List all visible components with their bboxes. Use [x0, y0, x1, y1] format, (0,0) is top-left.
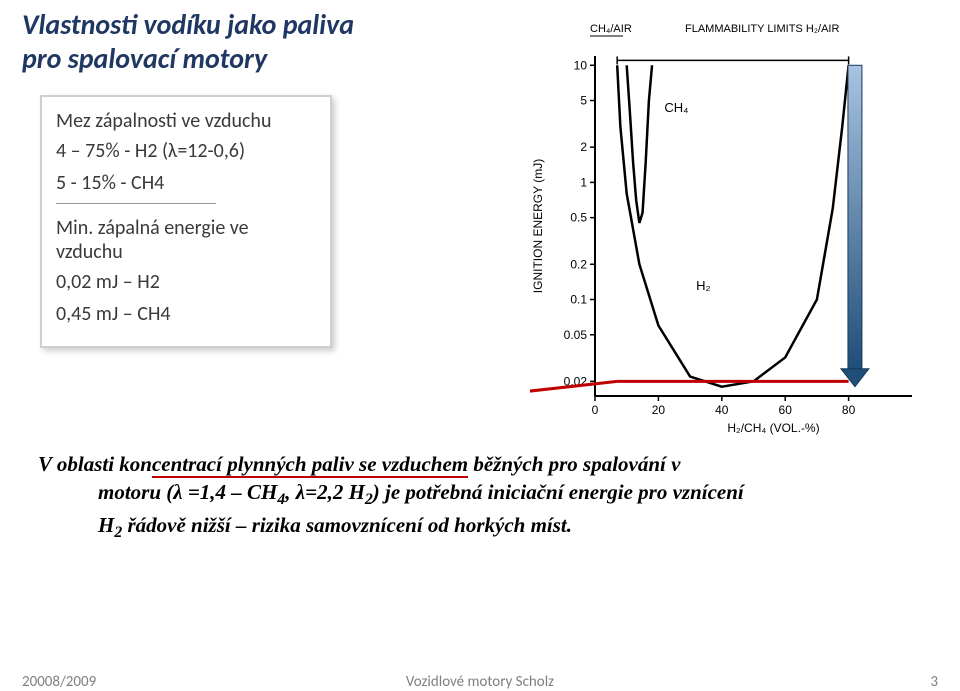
footer-right: 3: [930, 673, 938, 691]
svg-text:CH₄: CH₄: [664, 100, 688, 115]
ignition-energy-chart: 0.020.050.10.20.512510020406080IGNITION …: [530, 18, 930, 438]
svg-text:0.05: 0.05: [564, 328, 588, 342]
chart-svg: 0.020.050.10.20.512510020406080IGNITION …: [530, 18, 930, 438]
box-heading-1: Mez zápalnosti ve vzduchu: [56, 109, 316, 133]
caption-text: V oblasti koncentrací plynných paliv se …: [38, 450, 918, 543]
svg-text:IGNITION ENERGY (mJ): IGNITION ENERGY (mJ): [531, 159, 545, 293]
page-title: Vlastnosti vodíku jako paliva pro spalov…: [22, 8, 354, 75]
footer-center: Vozidlové motory Scholz: [22, 673, 938, 691]
svg-text:20: 20: [652, 403, 666, 417]
caption-part-1: V oblasti koncentrací plynných paliv se …: [38, 452, 680, 478]
box-line-3: 0,02 mJ – H2: [56, 270, 316, 294]
svg-text:0: 0: [592, 403, 599, 417]
svg-text:0.1: 0.1: [570, 293, 587, 307]
svg-text:2: 2: [580, 140, 587, 154]
svg-text:80: 80: [842, 403, 856, 417]
svg-text:CH₄/AIR: CH₄/AIR: [590, 23, 632, 35]
box-line-1: 4 – 75% - H2 (λ=12-0,6): [56, 139, 316, 163]
box-separator: [56, 203, 216, 204]
caption-part-3: H2 řádově nižší – rizika samovznícení od…: [38, 511, 918, 543]
svg-text:1: 1: [580, 175, 587, 189]
parameters-box: Mez zápalnosti ve vzduchu 4 – 75% - H2 (…: [40, 95, 332, 348]
svg-text:10: 10: [574, 58, 588, 72]
svg-text:H₂: H₂: [696, 278, 710, 293]
box-line-4: 0,45 mJ – CH4: [56, 302, 316, 326]
svg-text:FLAMMABILITY LIMITS H₂/AIR: FLAMMABILITY LIMITS H₂/AIR: [685, 23, 839, 35]
svg-text:5: 5: [580, 94, 587, 108]
svg-text:0.5: 0.5: [570, 211, 587, 225]
title-line-1: Vlastnosti vodíku jako paliva: [22, 8, 354, 42]
box-line-2: 5 - 15% - CH4: [56, 171, 316, 195]
title-line-2: pro spalovací motory: [22, 42, 354, 76]
svg-text:H₂/CH₄ (VOL.-%): H₂/CH₄ (VOL.-%): [727, 421, 819, 435]
box-heading-2: Min. zápalná energie ve vzduchu: [56, 216, 316, 264]
svg-text:0.2: 0.2: [570, 257, 587, 271]
caption-part-2: motoru (λ =1,4 – CH4, λ=2,2 H2) je potře…: [38, 478, 918, 510]
svg-text:60: 60: [779, 403, 793, 417]
svg-text:40: 40: [715, 403, 729, 417]
